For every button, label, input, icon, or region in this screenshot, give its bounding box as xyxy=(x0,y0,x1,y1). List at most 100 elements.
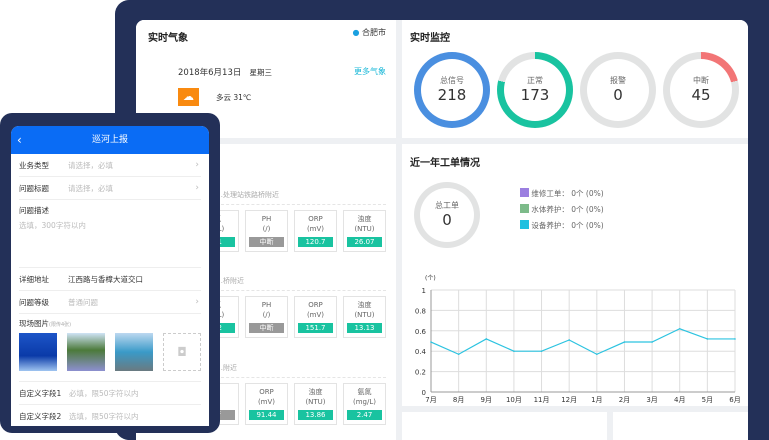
metric-label: ORP xyxy=(259,388,274,396)
metric-box[interactable]: ORP (mV) 151.7 xyxy=(294,296,337,338)
monitor-title: 实时监控 xyxy=(410,33,450,44)
metric-value: 120.7 xyxy=(298,237,333,247)
metric-box[interactable]: ORP (mV) 120.7 xyxy=(294,210,337,252)
weather-now: 多云 31℃ xyxy=(216,92,251,103)
workorder-card: 近一年工单情况 总工单 0 维修工单： 0个 (0%) 水体养护： 0个 (0%)… xyxy=(402,144,748,406)
date: 2018年6月13日 xyxy=(178,68,242,78)
metric-box[interactable]: 浊度 (NTU) 13.13 xyxy=(343,296,386,338)
metric-unit: (NTU) xyxy=(354,311,375,319)
ring-label: 总信号 xyxy=(440,76,464,85)
metric-value: 2.47 xyxy=(347,410,382,420)
data-point[interactable] xyxy=(596,353,598,356)
metric-label: 浊度 xyxy=(308,388,323,396)
y-tick-label: 0.4 xyxy=(415,348,427,356)
metric-box[interactable]: 浊度 (NTU) 26.07 xyxy=(343,210,386,252)
legend-label: 设备养护： xyxy=(531,221,569,230)
phone-title: 巡河上报 xyxy=(91,135,128,145)
ring-value: 0 xyxy=(613,86,623,104)
y-tick-label: 0.6 xyxy=(415,328,427,336)
photo-thumbnail[interactable] xyxy=(115,333,153,371)
legend-label: 维修工单： xyxy=(531,189,569,198)
metric-box[interactable]: 浊度 (NTU) 13.86 xyxy=(294,383,337,425)
temperature: 31℃ xyxy=(233,93,252,102)
city-selector[interactable]: ● 合肥市 xyxy=(352,27,386,38)
dashboard-screen: 实时气象 ● 合肥市 2018年6月13日 星期三 更多气象 ☁ 多云 31℃ … xyxy=(136,20,748,440)
phone-screen: ‹ 巡河上报 业务类型 请选择，必填 › 问题标题 请选择，必填 › 问题描述选填，30… xyxy=(11,126,209,426)
data-point[interactable] xyxy=(678,327,681,330)
data-point[interactable] xyxy=(623,341,626,343)
y-axis-label: (个) xyxy=(425,275,436,282)
metric-unit: (NTU) xyxy=(305,398,326,406)
metric-box[interactable]: 氨氮 (mg/L) 2.47 xyxy=(343,383,386,425)
monitor-ring[interactable]: 总信号 218 xyxy=(414,52,490,128)
data-point[interactable] xyxy=(457,353,460,356)
field-level[interactable]: 问题等级 普通问题 › xyxy=(19,291,201,314)
monitor-ring[interactable]: 报警 0 xyxy=(580,52,656,128)
chevron-right-icon: › xyxy=(195,297,199,307)
x-tick-label: 9月 xyxy=(481,396,492,404)
field-label: 问题描述 xyxy=(19,206,49,215)
photo-thumbnail[interactable] xyxy=(19,333,57,371)
metric-box[interactable]: PH (/) 中断 xyxy=(245,210,288,252)
metric-label: PH xyxy=(261,301,272,309)
field-business-type[interactable]: 业务类型 请选择，必填 › xyxy=(19,154,201,177)
data-point[interactable] xyxy=(651,341,653,343)
data-point[interactable] xyxy=(513,350,515,352)
y-tick-label: 0.8 xyxy=(415,307,426,315)
y-tick-label: 0 xyxy=(422,389,426,397)
field-label: 业务类型 xyxy=(19,160,49,170)
legend-value: 0个 (0%) xyxy=(571,221,604,230)
bottom-card-1 xyxy=(402,412,607,440)
field-custom-1[interactable]: 自定义字段1 必填，限50字符以内 xyxy=(19,382,201,405)
back-icon[interactable]: ‹ xyxy=(17,133,22,147)
metric-box[interactable]: PH (/) 中断 xyxy=(245,296,288,338)
x-tick-label: 8月 xyxy=(453,396,464,404)
legend-swatch xyxy=(520,220,529,229)
x-tick-label: 11月 xyxy=(534,396,550,404)
workorder-title: 近一年工单情况 xyxy=(410,158,480,169)
field-photos: 现场图片(限传4张) ◘ xyxy=(19,314,201,382)
station-name: …附近 xyxy=(216,364,237,372)
data-point[interactable] xyxy=(540,350,543,352)
field-placeholder: 请选择，必填 xyxy=(68,160,113,170)
location-pin-icon: ● xyxy=(352,28,360,37)
weekday: 星期三 xyxy=(249,68,272,77)
total-workorder-ring: 总工单 0 xyxy=(414,182,480,248)
field-label: 问题等级 xyxy=(19,297,49,307)
monitor-ring[interactable]: 中断 45 xyxy=(663,52,739,128)
station-name: …处理站铁路桥附近 xyxy=(216,191,279,199)
metric-value: 91.44 xyxy=(249,410,284,420)
more-weather-link[interactable]: 更多气象 xyxy=(354,67,386,76)
station-name: …桥附近 xyxy=(216,277,244,285)
field-value: 江西路与香樟大道交口 xyxy=(68,274,143,284)
field-placeholder: 选填，300字符以内 xyxy=(19,221,86,230)
metric-value: 中断 xyxy=(249,237,284,247)
metric-box[interactable]: ORP (mV) 91.44 xyxy=(245,383,288,425)
divider xyxy=(216,290,386,291)
monitor-ring[interactable]: 正常 173 xyxy=(497,52,573,128)
field-placeholder: 普通问题 xyxy=(68,297,98,307)
data-point[interactable] xyxy=(568,339,570,341)
metric-value: 中断 xyxy=(249,323,284,333)
field-custom-2[interactable]: 自定义字段2 选填，限50字符以内 xyxy=(19,405,201,426)
field-address[interactable]: 详细地址 江西路与香樟大道交口 xyxy=(19,268,201,291)
data-point[interactable] xyxy=(706,338,709,340)
y-tick-label: 1 xyxy=(422,287,426,295)
metric-label: ORP xyxy=(308,301,323,309)
series-line xyxy=(430,328,735,355)
photo-thumbnail[interactable] xyxy=(67,333,105,371)
data-point[interactable] xyxy=(485,338,488,340)
ring-value: 218 xyxy=(437,86,467,104)
data-point[interactable] xyxy=(430,341,432,343)
field-description[interactable]: 问题描述选填，300字符以内 xyxy=(19,200,201,268)
phone-header: ‹ 巡河上报 xyxy=(11,126,209,154)
data-point[interactable] xyxy=(734,338,736,340)
y-tick-label: 0.2 xyxy=(415,369,426,377)
field-issue-title[interactable]: 问题标题 请选择，必填 › xyxy=(19,177,201,200)
ring-value: 173 xyxy=(520,86,550,104)
metric-label: 浊度 xyxy=(357,215,372,223)
add-photo-button[interactable]: ◘ xyxy=(163,333,201,371)
divider xyxy=(216,377,386,378)
x-tick-label: 7月 xyxy=(425,396,436,404)
camera-icon: ◘ xyxy=(177,345,187,359)
